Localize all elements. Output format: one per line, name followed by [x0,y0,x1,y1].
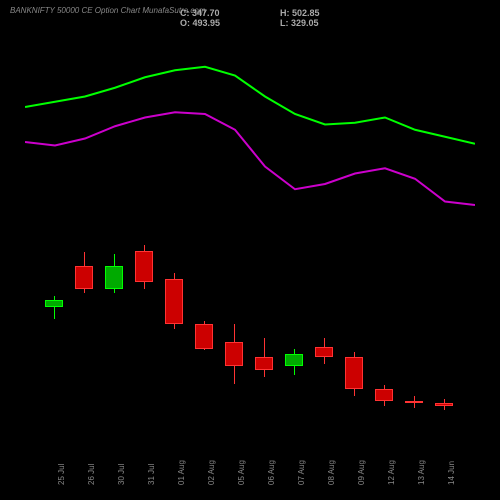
ohlc-co: C: 347.70 O: 493.95 [180,8,220,28]
x-axis-label: 01 Aug [177,460,186,485]
candle-body [165,279,183,325]
x-axis-label: 30 Jul [117,464,126,485]
candle-body [405,401,423,403]
candle-body [45,300,63,307]
candle-body [435,403,453,407]
x-axis-label: 14 Jun [447,461,456,485]
candle-body [75,266,93,289]
x-axis-label: 05 Aug [237,460,246,485]
candle-body [225,342,243,367]
chart-title: BANKNIFTY 50000 CE Option Chart MunafaSu… [10,6,206,15]
x-axis-label: 02 Aug [207,460,216,485]
candle-body [375,389,393,401]
x-axis-label: 06 Aug [267,460,276,485]
x-axis-label: 25 Jul [57,464,66,485]
candle-body [345,357,363,389]
candle-body [315,347,333,358]
plot-area: 25 Jul26 Jul30 Jul31 Jul01 Aug02 Aug05 A… [25,30,475,450]
chart-container: BANKNIFTY 50000 CE Option Chart MunafaSu… [0,0,500,500]
x-axis-label: 13 Aug [417,460,426,485]
x-axis-label: 12 Aug [387,460,396,485]
candle-body [195,324,213,349]
candle-body [285,354,303,366]
x-axis-label: 09 Aug [357,460,366,485]
x-axis-label: 26 Jul [87,464,96,485]
candle-body [135,251,153,283]
candle-body [255,357,273,369]
lines-layer [25,30,475,450]
x-axis-label: 31 Jul [147,464,156,485]
x-axis-label: 07 Aug [297,460,306,485]
x-axis-label: 08 Aug [327,460,336,485]
ohlc-hl: H: 502.85 L: 329.05 [280,8,320,28]
candle-body [105,266,123,289]
